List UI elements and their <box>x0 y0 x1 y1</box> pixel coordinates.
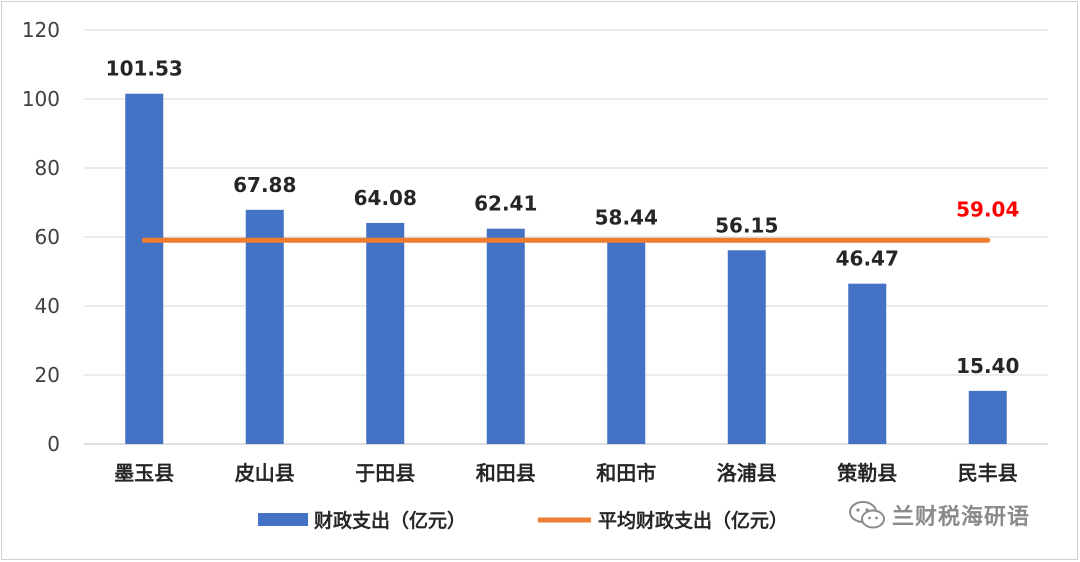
bar <box>486 228 525 444</box>
x-category-label: 和田市 <box>596 461 656 485</box>
x-category-label: 洛浦县 <box>717 461 777 485</box>
x-category-label: 皮山县 <box>235 461 295 485</box>
y-axis-ticks: 0 20 40 60 80 100 120 <box>22 18 60 456</box>
bar-data-label: 101.53 <box>106 57 183 81</box>
bar-data-label: 15.40 <box>956 354 1019 378</box>
y-tick-label: 120 <box>22 18 60 42</box>
legend: 财政支出（亿元） 平均财政支出（亿元） <box>258 509 788 532</box>
bar <box>366 222 405 444</box>
bar-data-label: 46.47 <box>836 247 899 271</box>
bar-data-label: 67.88 <box>233 173 296 197</box>
x-category-label: 策勒县 <box>837 461 897 485</box>
legend-label-line: 平均财政支出（亿元） <box>598 509 788 532</box>
y-tick-label: 80 <box>35 156 60 180</box>
wechat-icon <box>849 501 885 529</box>
legend-swatch-bar <box>258 513 308 526</box>
bar-data-label: 62.41 <box>474 192 537 216</box>
bar <box>607 242 646 444</box>
bar <box>968 390 1007 444</box>
y-tick-label: 100 <box>22 87 60 111</box>
average-data-label: 59.04 <box>956 197 1019 221</box>
x-category-label: 民丰县 <box>958 461 1018 485</box>
average-line-group: 59.04 <box>141 197 1019 243</box>
x-category-label: 墨玉县 <box>114 461 174 485</box>
x-axis-categories: 墨玉县 皮山县 于田县 和田县 和田市 洛浦县 策勒县 民丰县 <box>114 461 1018 485</box>
y-tick-label: 0 <box>47 432 60 456</box>
watermark: 兰财税海研语 <box>848 499 1030 531</box>
bar-data-label: 64.08 <box>354 186 417 210</box>
data-labels: 101.53 67.88 64.08 62.41 58.44 56.15 46.47 15.4… <box>106 57 1020 378</box>
bar-data-label: 58.44 <box>595 205 658 229</box>
gridlines <box>84 29 1048 445</box>
x-category-label: 于田县 <box>355 461 415 485</box>
bar <box>848 283 887 444</box>
bars <box>125 93 1007 444</box>
bar <box>125 93 164 444</box>
watermark-text: 兰财税海研语 <box>892 505 1031 530</box>
y-tick-label: 40 <box>35 294 60 318</box>
y-tick-label: 60 <box>35 225 60 249</box>
legend-label-bar: 财政支出（亿元） <box>314 509 466 532</box>
bar <box>727 250 766 444</box>
x-category-label: 和田县 <box>476 461 536 485</box>
bar <box>245 209 284 444</box>
bar-data-label: 56.15 <box>715 213 778 237</box>
y-tick-label: 20 <box>35 363 60 387</box>
